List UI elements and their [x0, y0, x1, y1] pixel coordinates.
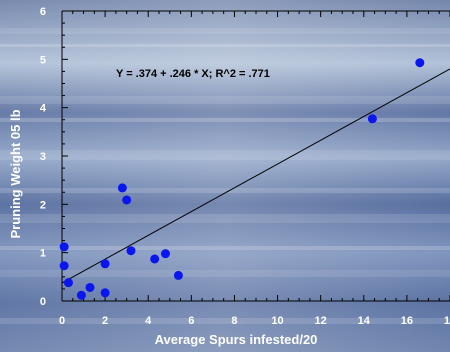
y-tick-label: 6: [40, 6, 46, 18]
x-tick-label: 14: [358, 315, 371, 327]
x-tick-label: 4: [145, 315, 152, 327]
data-point: [367, 114, 377, 124]
background-streak: [0, 214, 450, 223]
x-tick-label: 16: [401, 315, 413, 327]
x-tick-label: 0: [59, 315, 65, 327]
y-tick-label: 1: [40, 248, 46, 260]
data-point: [126, 246, 136, 256]
regression-equation: Y = .374 + .246 * X; R^2 = .771: [116, 68, 270, 80]
data-point: [59, 261, 69, 271]
data-point: [117, 183, 127, 193]
regression-group: [61, 68, 450, 284]
data-point: [100, 259, 110, 269]
data-point: [415, 58, 425, 68]
x-tick-label: 8: [231, 315, 237, 327]
x-tick-label: 12: [315, 315, 327, 327]
y-axis-title: Pruning Weight 05 lb: [8, 109, 23, 238]
y-tick-label: 3: [40, 151, 46, 163]
background-streak: [0, 150, 450, 160]
data-point: [160, 249, 170, 259]
y-tick-label: 0: [40, 296, 46, 308]
background-streak: [0, 44, 450, 47]
data-point: [76, 290, 86, 300]
y-tick-label: 5: [40, 54, 46, 66]
data-point: [85, 282, 95, 292]
background-streak: [0, 118, 450, 122]
x-tick-label: 2: [102, 315, 108, 327]
data-point: [150, 254, 160, 264]
background-streak: [0, 96, 450, 104]
background-streak: [0, 28, 450, 34]
data-point: [173, 270, 183, 280]
data-point: [63, 278, 73, 288]
background-streaks: [0, 28, 450, 324]
y-tick-label: 2: [40, 199, 46, 211]
x-tick-label: 10: [271, 315, 283, 327]
regression-line: [61, 68, 450, 284]
background-streak: [0, 270, 450, 277]
data-point: [100, 288, 110, 298]
data-point: [59, 242, 69, 252]
y-tick-label: 4: [40, 103, 47, 115]
background-streak: [0, 246, 450, 250]
ticks: 0246810121416180123456: [40, 6, 450, 327]
x-axis-title: Average Spurs infested/20: [155, 332, 318, 347]
background-streak: [0, 318, 450, 324]
points-group: [59, 58, 425, 300]
background-streak: [0, 188, 450, 193]
x-tick-label: 18: [444, 315, 450, 327]
x-tick-label: 6: [188, 315, 194, 327]
data-point: [122, 195, 132, 205]
